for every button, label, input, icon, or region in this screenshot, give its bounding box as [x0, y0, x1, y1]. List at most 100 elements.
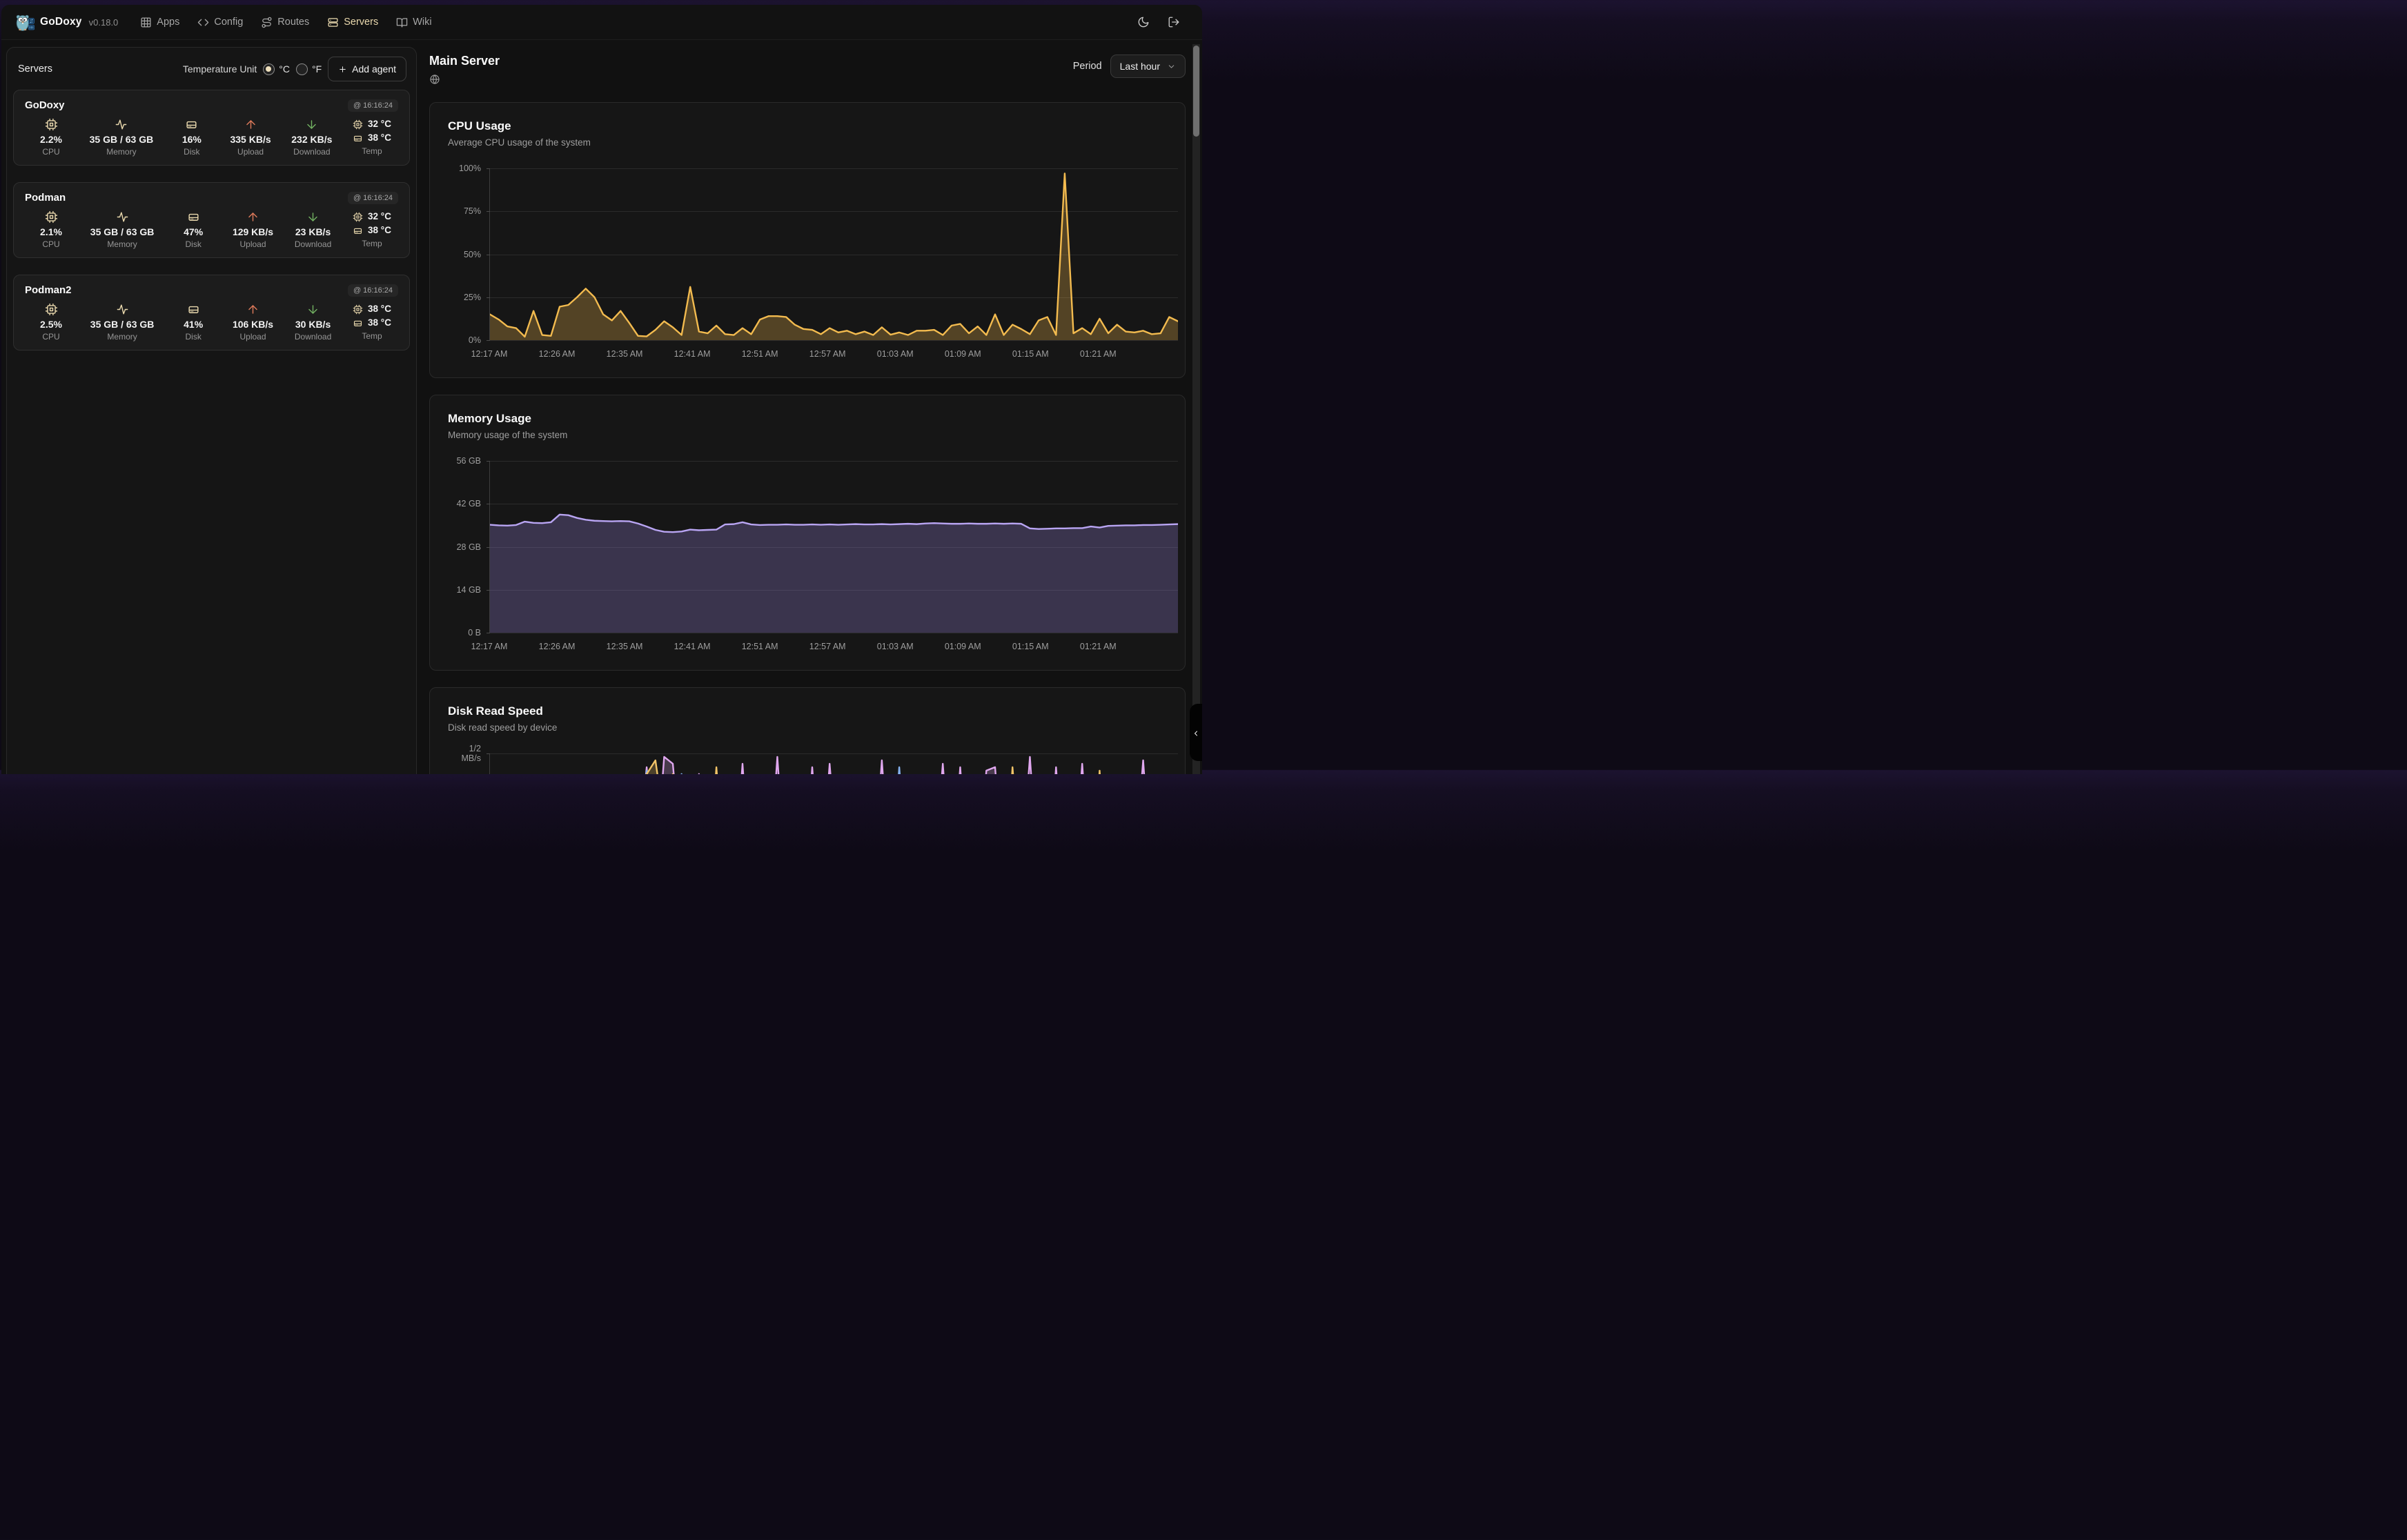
page-title: Main Server — [429, 54, 500, 68]
drawer-collapse-handle[interactable] — [1190, 704, 1202, 761]
cpu-icon — [353, 212, 363, 222]
hard-drive-icon — [187, 210, 200, 224]
hard-drive-icon — [185, 118, 198, 131]
cpu-icon — [45, 118, 58, 131]
arrow-down-icon — [306, 210, 320, 224]
chart-subtitle: Average CPU usage of the system — [448, 137, 591, 148]
app-window: GoDoxy v0.18.0 Apps Config Routes Server… — [1, 5, 1202, 774]
memory-usage-card: Memory Usage Memory usage of the system … — [429, 395, 1186, 671]
stat-upload: 106 KB/s Upload — [233, 303, 273, 342]
server-name: GoDoxy — [25, 99, 65, 111]
server-card-podman2[interactable]: Podman2 @ 16:16:24 2.5% CPU 35 GB / 63 G… — [13, 275, 410, 351]
nav-item-apps[interactable]: Apps — [140, 17, 179, 28]
scrollbar-thumb[interactable] — [1193, 46, 1199, 137]
dark-mode-toggle-moon-icon[interactable] — [1137, 16, 1150, 28]
stat-temp: 38 °C 38 °C Temp — [353, 303, 391, 342]
main-header: Main Server Period Last hour — [429, 44, 1186, 102]
servers-sidebar: Servers Temperature Unit °C °F Add agent… — [6, 47, 417, 774]
book-open-icon — [396, 17, 408, 28]
cpu-usage-chart: 100% 75% 50% 25% 0% 12:17 AM 12:26 AM 12:35 AM 1… — [448, 164, 1178, 365]
plus-icon — [338, 65, 347, 74]
stat-disk: 41% Disk — [175, 303, 211, 342]
cpu-icon — [45, 303, 58, 316]
stat-cpu: 2.2% CPU — [33, 118, 69, 157]
period-select[interactable]: Last hour — [1110, 55, 1186, 78]
logout-icon[interactable] — [1168, 16, 1180, 28]
temperature-unit-label: Temperature Unit — [182, 63, 257, 75]
server-name: Podman — [25, 192, 66, 204]
nav-item-routes[interactable]: Routes — [261, 17, 309, 28]
stat-disk: 16% Disk — [174, 118, 210, 157]
arrow-up-icon — [246, 210, 259, 224]
radio-celsius-control[interactable] — [263, 63, 275, 75]
scrollbar-track[interactable] — [1192, 44, 1200, 774]
stat-upload: 129 KB/s Upload — [233, 210, 273, 249]
add-agent-button[interactable]: Add agent — [328, 57, 406, 81]
grid-icon — [140, 17, 152, 28]
stat-cpu: 2.5% CPU — [33, 303, 69, 342]
stat-download: 23 KB/s Download — [295, 210, 331, 249]
server-timestamp-badge: @ 16:16:24 — [347, 99, 398, 112]
server-card-godoxy[interactable]: GoDoxy @ 16:16:24 2.2% CPU 35 GB / 63 GB… — [13, 90, 410, 166]
server-stats: 2.5% CPU 35 GB / 63 GB Memory 41% Disk 1… — [25, 303, 398, 342]
chevron-down-icon — [1167, 62, 1176, 71]
code-icon — [197, 17, 209, 28]
server-timestamp-badge: @ 16:16:24 — [347, 284, 398, 297]
cpu-usage-card: CPU Usage Average CPU usage of the syste… — [429, 102, 1186, 378]
stat-temp: 32 °C 38 °C Temp — [353, 210, 391, 249]
version-label: v0.18.0 — [88, 17, 119, 28]
globe-icon — [429, 74, 440, 85]
stat-download: 232 KB/s Download — [291, 118, 332, 157]
chevron-left-icon — [1192, 729, 1200, 737]
memory-usage-chart: 56 GB 42 GB 28 GB 14 GB 0 B 12:17 AM 12:26 AM 1… — [448, 456, 1178, 658]
radio-fahrenheit-control[interactable] — [296, 63, 308, 75]
stat-download: 30 KB/s Download — [295, 303, 331, 342]
hard-drive-icon — [187, 303, 200, 316]
arrow-down-icon — [306, 303, 320, 316]
route-icon — [261, 17, 273, 28]
cpu-icon — [353, 119, 363, 130]
activity-icon — [115, 118, 128, 131]
radio-celsius[interactable]: °C — [263, 63, 290, 75]
server-stats: 2.2% CPU 35 GB / 63 GB Memory 16% Disk 3… — [25, 118, 398, 157]
brand-name: GoDoxy — [40, 16, 82, 28]
activity-icon — [116, 210, 129, 224]
nav-item-servers[interactable]: Servers — [327, 17, 378, 28]
arrow-up-icon — [246, 303, 259, 316]
hard-drive-icon — [353, 318, 363, 328]
stat-memory: 35 GB / 63 GB Memory — [90, 303, 154, 342]
chart-title: Disk Read Speed — [448, 704, 543, 718]
navbar: GoDoxy v0.18.0 Apps Config Routes Server… — [1, 5, 1202, 40]
server-name: Podman2 — [25, 284, 72, 296]
nav-item-config[interactable]: Config — [197, 17, 243, 28]
hard-drive-icon — [353, 133, 363, 144]
nav-item-wiki[interactable]: Wiki — [396, 17, 432, 28]
navbar-actions — [1137, 16, 1190, 28]
server-card-podman[interactable]: Podman @ 16:16:24 2.1% CPU 35 GB / 63 GB… — [13, 182, 410, 258]
godoxy-logo-icon — [14, 12, 35, 32]
disk-read-speed-card: Disk Read Speed Disk read speed by devic… — [429, 687, 1186, 774]
chart-subtitle: Memory usage of the system — [448, 430, 568, 440]
activity-icon — [116, 303, 129, 316]
arrow-up-icon — [244, 118, 257, 131]
chart-subtitle: Disk read speed by device — [448, 722, 558, 733]
cpu-icon — [353, 304, 363, 315]
server-stats: 2.1% CPU 35 GB / 63 GB Memory 47% Disk 1… — [25, 210, 398, 249]
radio-fahrenheit[interactable]: °F — [296, 63, 322, 75]
stat-memory: 35 GB / 63 GB Memory — [90, 210, 154, 249]
server-timestamp-badge: @ 16:16:24 — [347, 192, 398, 204]
stat-cpu: 2.1% CPU — [33, 210, 69, 249]
stat-temp: 32 °C 38 °C Temp — [353, 118, 391, 157]
main-panel: Main Server Period Last hour CPU Usage A… — [429, 44, 1186, 774]
chart-title: CPU Usage — [448, 119, 511, 132]
sidebar-header: Servers Temperature Unit °C °F Add agent — [7, 48, 416, 90]
nav-menu: Apps Config Routes Servers Wiki — [140, 17, 432, 28]
stat-memory: 35 GB / 63 GB Memory — [90, 118, 153, 157]
server-icon — [327, 17, 339, 28]
arrow-down-icon — [305, 118, 318, 131]
brand[interactable]: GoDoxy v0.18.0 — [14, 12, 118, 32]
sidebar-title: Servers — [18, 63, 52, 75]
stat-upload: 335 KB/s Upload — [230, 118, 271, 157]
cpu-icon — [45, 210, 58, 224]
